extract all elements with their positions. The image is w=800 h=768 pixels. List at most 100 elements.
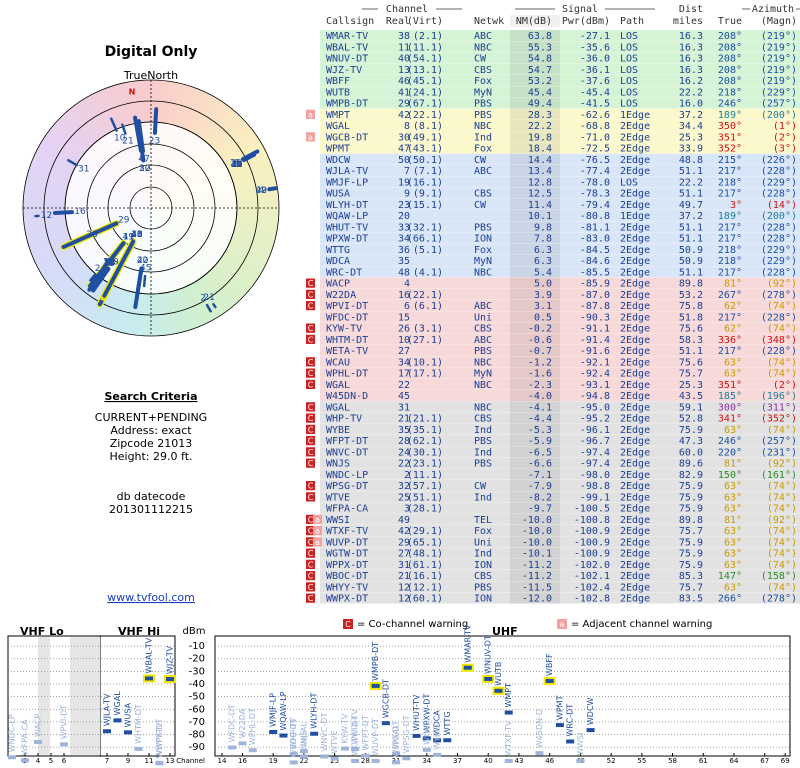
table-cell: -93.1 bbox=[580, 380, 610, 391]
channel-mark bbox=[433, 752, 442, 757]
warning-letter: C bbox=[308, 414, 314, 423]
table-cell: PBS bbox=[474, 99, 492, 110]
table-cell: LOS bbox=[620, 31, 638, 42]
table-cell: 38 bbox=[398, 31, 410, 42]
table-cell: LOS bbox=[620, 76, 638, 87]
table-cell: 58.3 bbox=[679, 335, 703, 346]
polar-ray bbox=[89, 273, 97, 282]
warning-letter: C bbox=[308, 560, 314, 569]
channel-mark bbox=[392, 760, 401, 765]
table-cell: 17 bbox=[398, 369, 410, 380]
channel-callsign: WGCB-DT bbox=[381, 679, 390, 718]
table-cell: 341° bbox=[718, 414, 742, 425]
search-heading: Search Criteria bbox=[104, 390, 197, 403]
warning-letter: C bbox=[308, 594, 314, 603]
table-cell: 31 bbox=[398, 402, 410, 413]
polar-label: 42 bbox=[137, 256, 148, 266]
table-cell: WBOC-DT bbox=[326, 571, 368, 582]
table-cell: 36 bbox=[398, 245, 410, 256]
table-cell: -87.8 bbox=[580, 301, 610, 312]
channel-callsign: KYW-TV bbox=[340, 713, 349, 743]
site-link[interactable]: www.tvfool.com bbox=[107, 591, 195, 604]
table-cell: (13.1) bbox=[407, 65, 443, 76]
table-cell: -37.6 bbox=[580, 76, 610, 87]
channel-callsign: WUVP-DT bbox=[371, 718, 380, 756]
polar-ray bbox=[91, 266, 111, 293]
table-cell: 2Edge bbox=[620, 436, 650, 447]
table-cell: (257°) bbox=[761, 99, 797, 110]
warning-letter: C bbox=[308, 335, 314, 344]
table-cell: CW bbox=[474, 155, 487, 166]
table-cell: -1.6 bbox=[528, 369, 552, 380]
table-cell: WYBE bbox=[326, 425, 350, 436]
polar-label: 35 bbox=[103, 258, 114, 268]
table-cell: (92°) bbox=[767, 279, 797, 290]
channel-callsign: WNJS bbox=[299, 730, 308, 751]
row-bg bbox=[320, 153, 800, 165]
table-cell: 51.1 bbox=[679, 222, 703, 233]
table-cell: 2Edge bbox=[620, 234, 650, 245]
table-cell: 9.8 bbox=[534, 222, 552, 233]
warning-letter: C bbox=[308, 380, 314, 389]
table-cell: 50.9 bbox=[679, 256, 703, 267]
warning-letter: C bbox=[308, 279, 314, 288]
table-cell: -84.5 bbox=[580, 245, 610, 256]
channel-callsign: WPXW-DT bbox=[422, 693, 431, 733]
channel-mark bbox=[433, 738, 442, 743]
table-cell: 1Edge bbox=[620, 211, 650, 222]
warning-icon bbox=[306, 458, 315, 468]
polar-label: 31 bbox=[78, 165, 89, 175]
table-cell: 215° bbox=[718, 155, 742, 166]
channel-callsign: WUTB bbox=[494, 662, 503, 686]
table-cell: WPVI-DT bbox=[326, 301, 368, 312]
channel-callsign: WFPA-CA bbox=[21, 719, 30, 756]
table-cell: -100.9 bbox=[574, 549, 610, 560]
channel-mark bbox=[392, 751, 401, 756]
table-cell: -2.3 bbox=[528, 380, 552, 391]
table-cell: 217° bbox=[718, 267, 742, 278]
table-cell: -11.2 bbox=[522, 571, 552, 582]
table-cell: 63° bbox=[724, 425, 742, 436]
table-cell: -0.2 bbox=[528, 324, 552, 335]
table-cell: -4.0 bbox=[528, 391, 552, 402]
warning-letter: a bbox=[315, 538, 320, 547]
channel-callsign: WPPX-DT bbox=[392, 721, 401, 758]
table-cell: (7.1) bbox=[413, 166, 443, 177]
table-cell: WDCA bbox=[326, 256, 350, 267]
table-cell: 189° bbox=[718, 110, 742, 121]
table-cell: (226°) bbox=[761, 155, 797, 166]
polar-ray bbox=[121, 123, 127, 135]
column-header: (Magn) bbox=[761, 16, 797, 27]
table-cell: -62.6 bbox=[580, 110, 610, 121]
table-cell: -78.3 bbox=[580, 189, 610, 200]
table-cell: (35.1) bbox=[407, 425, 443, 436]
group-header: Channel bbox=[386, 4, 428, 15]
table-cell: 49.7 bbox=[679, 200, 703, 211]
table-cell: WACP bbox=[326, 279, 350, 290]
table-cell: -0.7 bbox=[528, 346, 552, 357]
table-cell: -9.7 bbox=[528, 504, 552, 515]
polar-ray bbox=[67, 159, 79, 167]
warning-letter: C bbox=[308, 302, 314, 311]
x-tick-label: 52 bbox=[607, 757, 616, 765]
x-tick-label: 6 bbox=[62, 757, 67, 765]
channel-mark bbox=[351, 747, 360, 752]
channel-callsign: WTXF-TV bbox=[504, 720, 513, 756]
table-cell: Ind bbox=[474, 425, 492, 436]
table-cell: WGAL bbox=[326, 380, 350, 391]
nm-shade bbox=[510, 243, 560, 255]
channel-callsign: WHTM-DT bbox=[134, 704, 143, 744]
table-cell: -41.5 bbox=[580, 99, 610, 110]
table-cell: (24.1) bbox=[407, 87, 443, 98]
table-cell: 85.3 bbox=[679, 571, 703, 582]
warning-icon bbox=[306, 357, 315, 367]
table-cell: 63° bbox=[724, 549, 742, 560]
table-cell: 29 bbox=[398, 99, 410, 110]
warning-icon bbox=[306, 537, 315, 547]
nm-shade bbox=[510, 63, 560, 75]
table-cell: 54.7 bbox=[528, 65, 552, 76]
column-header: Netwk bbox=[474, 16, 504, 27]
table-cell: 351° bbox=[718, 380, 742, 391]
table-cell: -96.7 bbox=[580, 436, 610, 447]
table-cell: (66.1) bbox=[407, 234, 443, 245]
